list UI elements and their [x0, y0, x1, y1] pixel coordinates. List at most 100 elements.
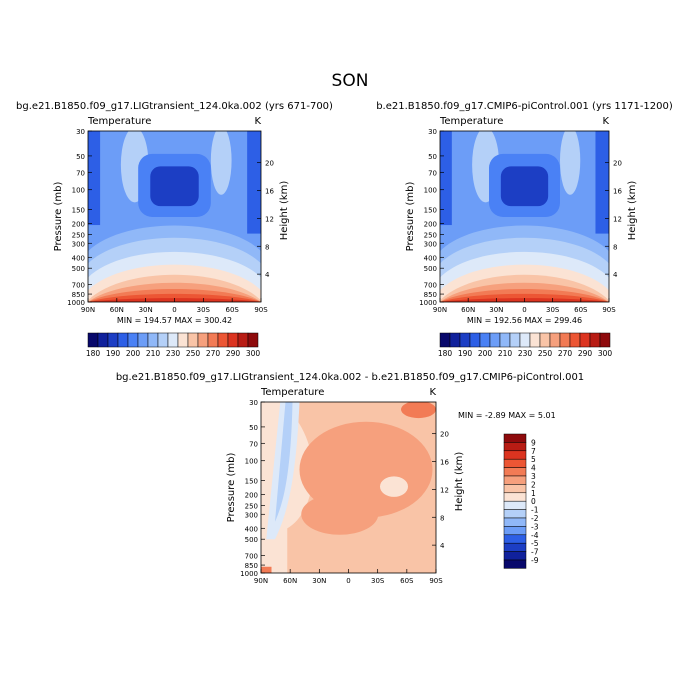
colorbar-label: -9	[531, 556, 539, 565]
x-tick-label: 30N	[312, 577, 326, 585]
colorbar-swatch	[459, 332, 471, 348]
right-label: K	[254, 116, 261, 127]
colorbar-label: 270	[206, 349, 221, 358]
y-tick-label: 100	[245, 458, 258, 466]
cold-core	[500, 166, 549, 207]
left-label: Temperature	[439, 116, 503, 127]
colorbar-label: 300	[246, 349, 261, 358]
x-tick-label: 60N	[110, 306, 124, 314]
colorbar-label: 200	[478, 349, 493, 358]
y2-tick-label: 20	[613, 160, 622, 168]
contour-band	[595, 131, 609, 234]
contour-field	[88, 131, 261, 302]
y2-tick-label: 16	[613, 188, 622, 196]
colorbar-label: 210	[498, 349, 513, 358]
colorbar-label: -2	[531, 514, 539, 523]
y2-tick-label: 8	[265, 243, 269, 251]
colorbar-swatch	[197, 332, 209, 348]
colorbar-swatch	[519, 332, 531, 348]
x-tick-label: 30N	[139, 306, 153, 314]
y-tick-label: 100	[72, 187, 85, 195]
panel-title: bg.e21.B1850.f09_g17.LIGtransient_124.0k…	[16, 101, 333, 112]
colorbar-swatch	[503, 433, 527, 443]
colorbar-swatch	[509, 332, 521, 348]
colorbar-swatch	[469, 332, 481, 348]
y-tick-label: 500	[424, 265, 437, 273]
x-tick-label: 90S	[254, 306, 268, 314]
colorbar-swatch	[177, 332, 189, 348]
y2-tick-label: 4	[265, 271, 270, 279]
contour-band	[380, 476, 408, 497]
contour-band	[247, 131, 261, 234]
colorbar-swatch	[539, 332, 551, 348]
y-tick-label: 30	[428, 128, 437, 136]
colorbar-label: 3	[531, 472, 536, 481]
colorbar-label: -7	[531, 548, 539, 557]
y-tick-label: 150	[72, 206, 85, 214]
colorbar-swatch	[503, 442, 527, 452]
x-tick-label: 0	[346, 577, 350, 585]
x-tick-label: 90S	[602, 306, 616, 314]
colorbar-swatch	[579, 332, 591, 348]
colorbar-swatch	[503, 492, 527, 502]
y-tick-label: 700	[245, 553, 258, 561]
contour-band	[275, 402, 293, 522]
colorbar-swatch	[147, 332, 159, 348]
y-tick-label: 200	[72, 221, 85, 229]
panel-3: bg.e21.B1850.f09_g17.LIGtransient_124.0k…	[116, 372, 584, 585]
y-tick-label: 50	[428, 153, 437, 161]
y2-tick-label: 20	[265, 160, 274, 168]
min-max-text: MIN = 192.56 MAX = 299.46	[467, 316, 582, 325]
x-tick-label: 30N	[489, 306, 503, 314]
min-max-text: MIN = -2.89 MAX = 5.01	[458, 411, 556, 420]
x-tick-label: 60N	[283, 577, 297, 585]
y-tick-label: 50	[249, 424, 258, 432]
y2-tick-label: 12	[613, 215, 622, 223]
y-axis-label: Pressure (mb)	[226, 453, 237, 523]
contour-band	[440, 131, 452, 226]
y2-axis-label: Height (km)	[279, 181, 290, 241]
x-tick-label: 90N	[81, 306, 95, 314]
colorbar-label: 250	[538, 349, 553, 358]
y-axis-label: Pressure (mb)	[405, 182, 416, 252]
min-max-text: MIN = 194.57 MAX = 300.42	[117, 316, 232, 325]
colorbar-swatch	[449, 332, 461, 348]
colorbar-swatch	[97, 332, 109, 348]
figure-title: SON	[332, 71, 369, 91]
colorbar-label: 7	[531, 447, 536, 456]
colorbar-label: 190	[458, 349, 473, 358]
y-tick-label: 500	[72, 265, 85, 273]
y2-tick-label: 16	[440, 459, 449, 467]
y-tick-label: 200	[424, 221, 437, 229]
y-axis-label: Pressure (mb)	[53, 182, 64, 252]
colorbar-label: 4	[531, 464, 536, 473]
cold-core	[150, 166, 199, 207]
contour-band	[401, 402, 436, 419]
y-tick-label: 1000	[240, 570, 258, 578]
contour-field	[261, 402, 436, 573]
colorbar-label: 200	[126, 349, 141, 358]
y-tick-label: 150	[245, 477, 258, 485]
colorbar-swatch	[479, 332, 491, 348]
colorbar-swatch	[157, 332, 169, 348]
colorbar-swatch	[503, 517, 527, 527]
colorbar-swatch	[439, 332, 451, 348]
colorbar-swatch	[503, 542, 527, 552]
y-tick-label: 400	[424, 254, 437, 262]
panel-title: b.e21.B1850.f09_g17.CMIP6-piControl.001 …	[376, 101, 673, 112]
colorbar-right: 180 190 200 210 230 250 270 290 300	[438, 332, 612, 358]
contour-band	[261, 566, 272, 573]
colorbar-swatch	[589, 332, 601, 348]
y-tick-label: 250	[72, 231, 85, 239]
panel-1: bg.e21.B1850.f09_g17.LIGtransient_124.0k…	[16, 101, 333, 325]
y2-tick-label: 8	[613, 243, 617, 251]
colorbar-swatch	[503, 559, 527, 569]
x-tick-label: 30S	[371, 577, 385, 585]
colorbar-label: 5	[531, 455, 536, 464]
y2-tick-label: 20	[440, 431, 449, 439]
contour-band	[301, 493, 379, 535]
y-tick-label: 70	[428, 169, 437, 177]
right-label: K	[602, 116, 609, 127]
colorbar-label: -4	[531, 531, 539, 540]
